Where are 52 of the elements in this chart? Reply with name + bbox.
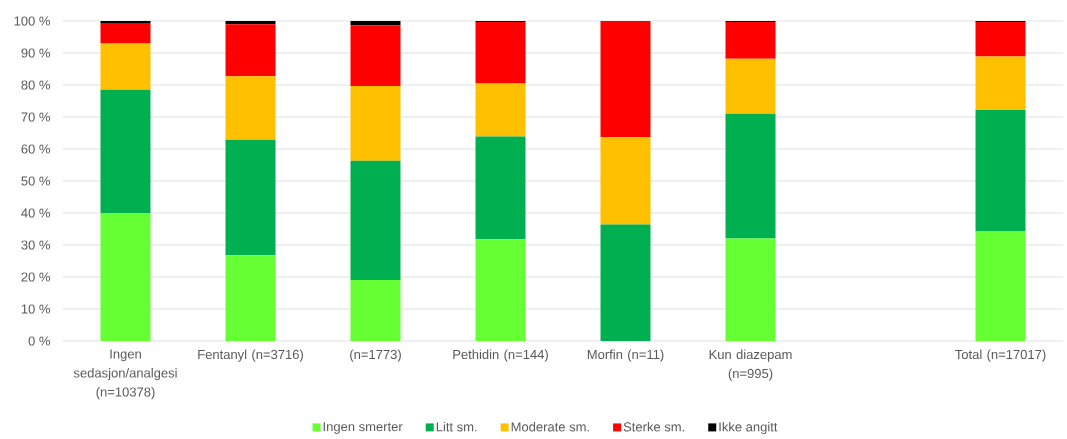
- bar: [725, 113, 776, 239]
- bar: [475, 21, 526, 84]
- bar: [225, 139, 276, 256]
- bar: [225, 76, 276, 140]
- y-tick-label: 100 %: [14, 16, 50, 26]
- bar: [725, 58, 776, 114]
- y-tick-label: 30 %: [21, 240, 50, 250]
- bar: [475, 83, 526, 137]
- y-tick-label: 90 %: [21, 48, 50, 58]
- x-tick-label: (n=1773): [350, 349, 401, 362]
- bar: [600, 224, 651, 341]
- bar: [350, 25, 401, 86]
- bar: [350, 279, 401, 341]
- legend-label: Moderate sm.: [511, 421, 589, 432]
- legend-label: Ikke angitt: [719, 421, 778, 435]
- bar: [725, 21, 776, 59]
- bar: [975, 109, 1026, 232]
- bar: [350, 21, 401, 26]
- y-tick-label: 20 %: [21, 272, 50, 282]
- y-tick-label: 80 %: [21, 80, 50, 90]
- bar: [225, 255, 276, 341]
- y-tick-label: 40 %: [21, 208, 50, 218]
- y-tick-label: 10 %: [21, 304, 50, 314]
- x-tick-label: Ingen sedasjon/analgesi (n=10378): [73, 349, 177, 400]
- legend-label: Litt sm.: [436, 421, 477, 432]
- x-tick-label: Morfin (n=11): [587, 349, 664, 362]
- bar: [100, 22, 151, 44]
- legend-label: Ingen smerter: [323, 422, 403, 434]
- bar: [975, 231, 1026, 341]
- y-tick-label: 0 %: [28, 336, 50, 346]
- bar: [600, 137, 651, 225]
- bar: [100, 43, 151, 90]
- y-tick-label: 60 %: [21, 144, 50, 154]
- bar: [350, 160, 401, 280]
- legend-label: Sterke sm.: [623, 421, 685, 432]
- bar: [100, 213, 151, 341]
- y-tick-label: 50 %: [21, 176, 50, 186]
- y-tick-label: 70 %: [21, 112, 50, 122]
- bar: [475, 136, 526, 240]
- bar: [225, 24, 276, 77]
- bar: [725, 238, 776, 341]
- x-tick-label: Total (n=17017): [955, 349, 1046, 362]
- x-tick-label: Pethidin (n=144): [453, 349, 548, 362]
- bar: [475, 239, 526, 341]
- bar: [350, 85, 401, 161]
- bar: [600, 21, 651, 138]
- bar: [975, 21, 1026, 57]
- bar: [225, 21, 276, 25]
- x-tick-label: Fentanyl (n=3716): [198, 349, 303, 362]
- bar: [100, 89, 151, 213]
- bar: [975, 56, 1026, 110]
- x-tick-label: Kun diazepam (n=995): [709, 349, 792, 381]
